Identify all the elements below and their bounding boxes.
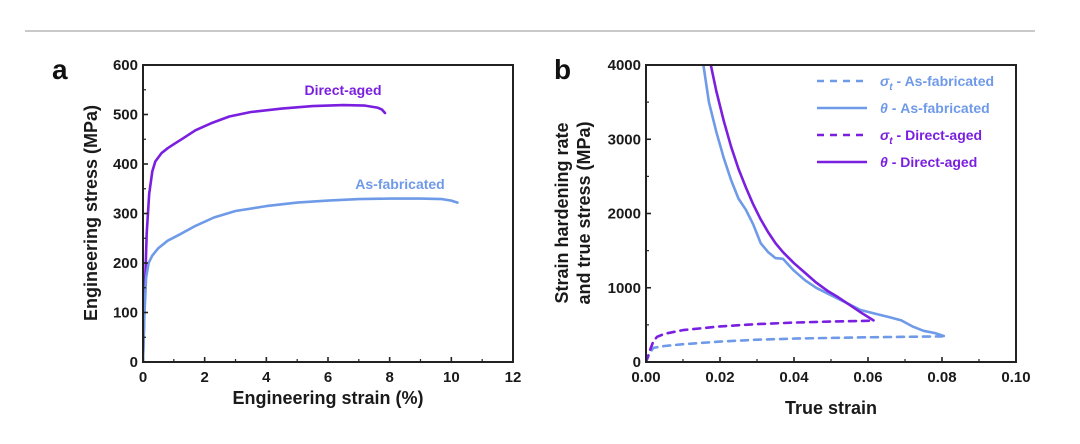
y-tick-label: 100 [113, 305, 138, 322]
panel-label-b: b [554, 54, 571, 85]
x-tick-label: 0.04 [779, 369, 809, 386]
series-line-direct-aged [143, 103, 387, 362]
y-tick-label: 1000 [608, 280, 641, 297]
y-tick-label: 2000 [608, 206, 641, 223]
series-line--direct-aged [709, 65, 875, 322]
panel-b-chart: 0.00 0.02 0.04 0.06 0.08 0.10 0 1000 2000 3000 400… [552, 57, 1031, 418]
y-tick-label: 3000 [608, 131, 641, 148]
x-tick-label: 0 [139, 369, 147, 386]
series-line--as-fabricated [702, 65, 946, 338]
x-tick-label: 2 [200, 369, 208, 386]
y-tick-label: 200 [113, 255, 138, 272]
legend-label: θ - Direct-aged [880, 154, 977, 170]
panel-label-a: a [52, 54, 68, 85]
panel-a-y-axis-title: Engineering stress (MPa) [81, 105, 101, 321]
y-tick-label: 4000 [608, 57, 641, 74]
x-tick-label: 0.06 [853, 369, 882, 386]
annotation-as-fabricated: As-fabricated [355, 176, 444, 192]
x-tick-label: 0.00 [631, 369, 660, 386]
panel-b-y-axis-title-line1: Strain hardening rate [552, 122, 572, 303]
panel-a-chart: 0 2 4 6 8 10 12 0 100 200 300 400 500 600 Engineering… [81, 57, 521, 408]
x-tick-label: 0.08 [927, 369, 956, 386]
series-line-as-fabricated [143, 197, 459, 362]
x-tick-label: 12 [505, 369, 522, 386]
legend-label: σt - Direct-aged [880, 127, 982, 147]
y-tick-label: 600 [113, 57, 138, 74]
x-tick-label: 8 [385, 369, 393, 386]
legend-label: θ - As-fabricated [880, 100, 990, 116]
legend-label: σt - As-fabricated [880, 73, 994, 93]
x-tick-label: 0.10 [1001, 369, 1030, 386]
panel-b-y-axis-title-line2: and true stress (MPa) [574, 121, 594, 304]
panel-b-legend: σt - As-fabricated θ - As-fabricated σt - … [817, 73, 994, 170]
series-line--t-direct-aged [646, 319, 875, 362]
y-tick-label: 500 [113, 107, 138, 124]
series-line--t-as-fabricated [646, 335, 944, 362]
panel-a-x-axis-title: Engineering strain (%) [232, 388, 423, 408]
x-tick-label: 0.02 [705, 369, 734, 386]
y-tick-label: 300 [113, 206, 138, 223]
y-tick-label: 0 [130, 354, 138, 371]
y-tick-label: 400 [113, 156, 138, 173]
x-tick-label: 10 [443, 369, 460, 386]
y-tick-label: 0 [633, 354, 641, 371]
panel-b-x-axis-title: True strain [785, 398, 877, 418]
top-divider [25, 30, 1035, 32]
panel-a-plot-frame [142, 64, 514, 363]
x-tick-label: 6 [324, 369, 332, 386]
x-tick-label: 4 [262, 369, 271, 386]
annotation-direct-aged: Direct-aged [304, 82, 381, 98]
